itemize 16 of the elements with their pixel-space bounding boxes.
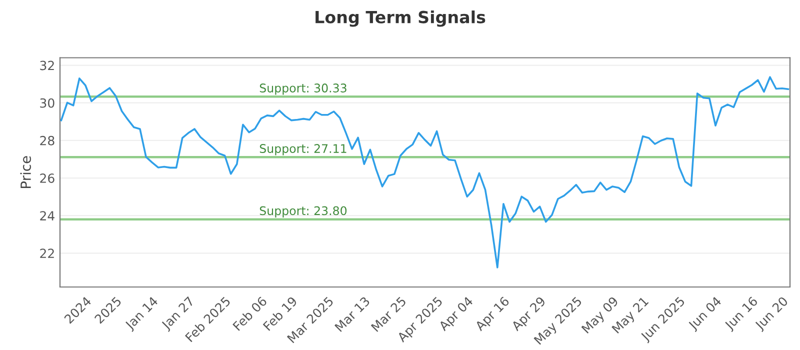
chart-title: Long Term Signals — [316, 10, 486, 27]
ref-line-label: Support: 23.80 — [260, 206, 347, 218]
y-tick-label: 32 — [40, 60, 54, 70]
y-tick-label: 26 — [40, 173, 54, 183]
x-tick-label: Mar 13 — [334, 296, 370, 332]
y-tick-label: 30 — [40, 98, 54, 108]
x-tick-label: Jun 04 — [687, 296, 724, 332]
ref-line-label: Support: 30.33 — [260, 84, 346, 95]
y-tick-label: 22 — [40, 248, 54, 258]
x-tick-label: Jan 14 — [124, 296, 160, 332]
line-series — [60, 76, 790, 268]
y-tick-label: 24 — [40, 211, 54, 220]
x-tick-label: Apr 16 — [474, 296, 512, 334]
ref-line-label: Support: 27.11 — [260, 144, 346, 156]
y-tick-label: 28 — [40, 136, 54, 146]
y-axis-title: Price — [20, 156, 31, 188]
